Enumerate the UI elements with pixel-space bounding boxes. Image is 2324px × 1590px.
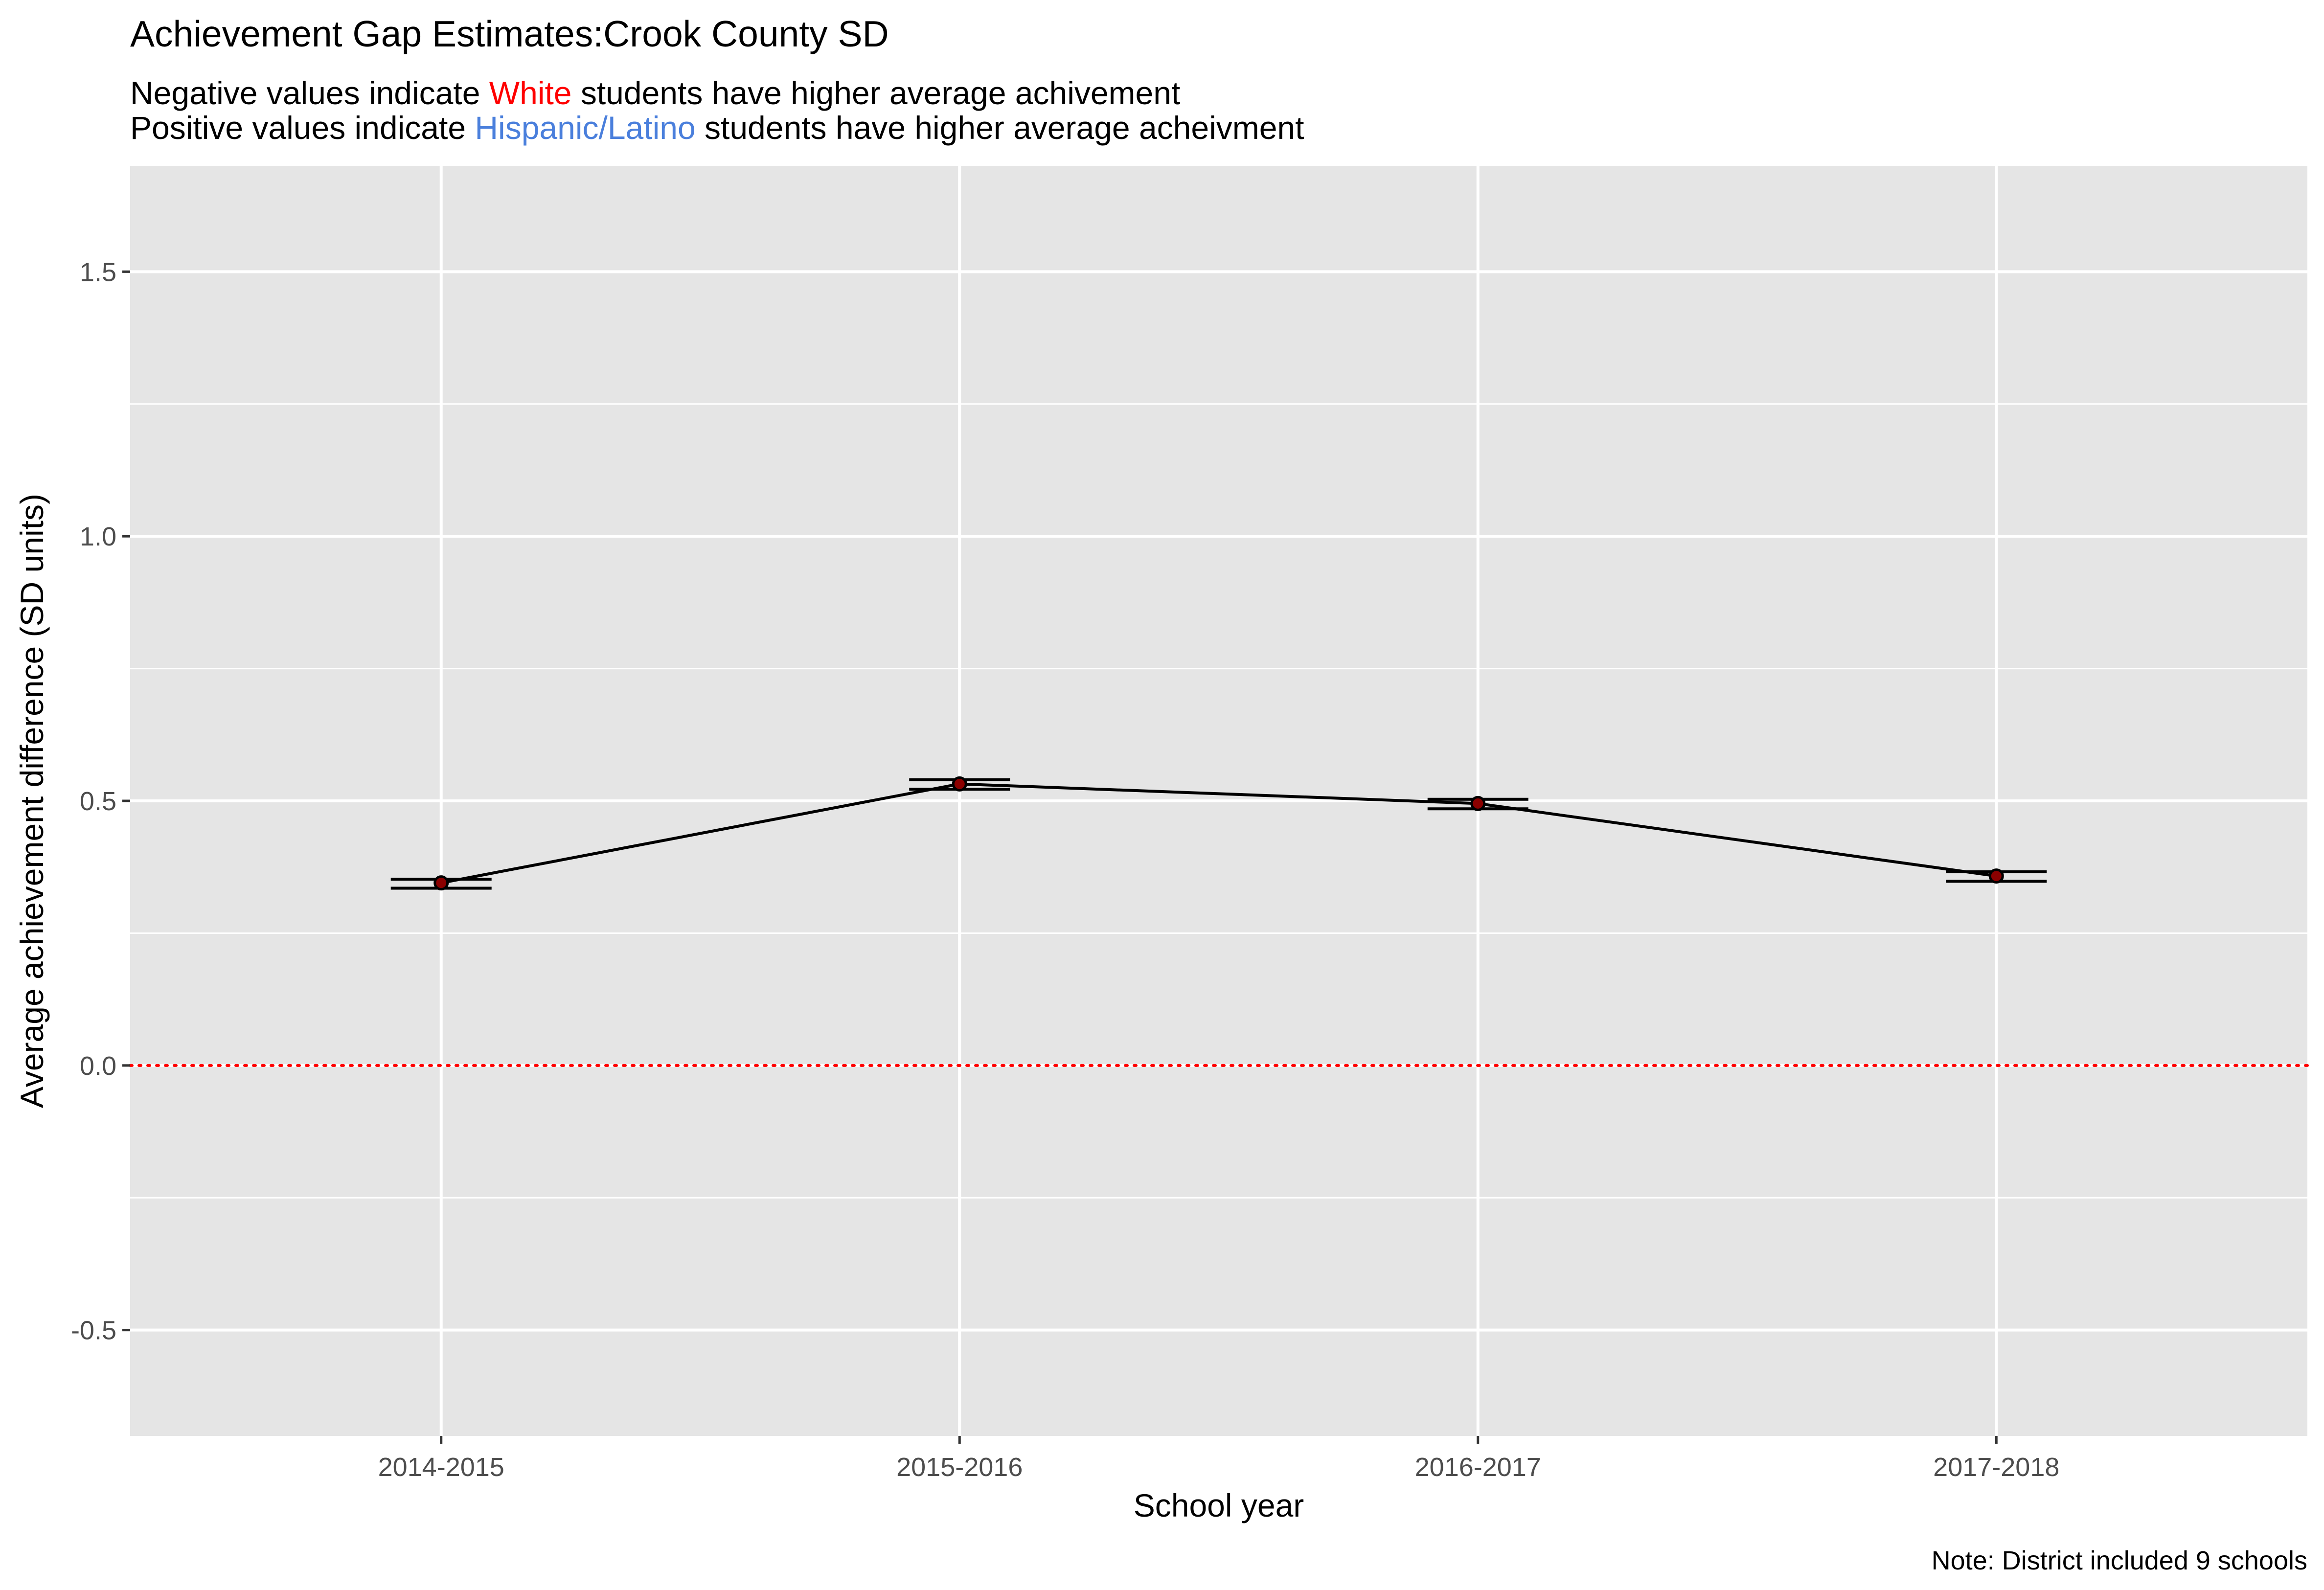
- y-axis-title: Average achievement difference (SD units…: [14, 494, 50, 1108]
- series-line: [441, 782, 1997, 885]
- data-point: [1988, 868, 2004, 884]
- data-point: [1470, 795, 1486, 811]
- subtitle-line-1: Negative values indicate White students …: [130, 75, 1180, 111]
- data-point: [952, 776, 967, 792]
- chart-title: Achievement Gap Estimates:Crook County S…: [130, 13, 889, 54]
- y-tick-label: 0.5: [80, 787, 116, 816]
- subtitle-white-highlight: White: [489, 75, 572, 111]
- minor-gridlines: [130, 403, 2307, 1199]
- x-tick-label: 2017-2018: [1933, 1453, 2059, 1482]
- data-points: [433, 776, 2004, 891]
- x-tick-label: 2016-2017: [1415, 1453, 1541, 1482]
- x-axis: 2014-2015 2015-2016 2016-2017 2017-2018: [378, 1436, 2059, 1482]
- x-tick-label: 2014-2015: [378, 1453, 504, 1482]
- subtitle-line-2: Positive values indicate Hispanic/Latino…: [130, 110, 1304, 146]
- subtitle-line-1-after: students have higher average achivement: [572, 75, 1181, 111]
- subtitle-line-2-before: Positive values indicate: [130, 110, 475, 146]
- y-tick-label: 0.0: [80, 1051, 116, 1081]
- x-tick-label: 2015-2016: [896, 1453, 1023, 1482]
- y-tick-label: 1.0: [80, 522, 116, 551]
- subtitle-line-2-after: students have higher average acheivment: [696, 110, 1304, 146]
- subtitle-line-1-before: Negative values indicate: [130, 75, 489, 111]
- y-axis: -0.5 0.0 0.5 1.0 1.5: [71, 257, 130, 1345]
- y-tick-label: 1.5: [80, 257, 116, 287]
- subtitle-hispanic-highlight: Hispanic/Latino: [475, 110, 695, 146]
- y-tick-label: -0.5: [71, 1316, 116, 1345]
- caption-note: Note: District included 9 schools: [1932, 1546, 2307, 1575]
- x-axis-title: School year: [1134, 1487, 1304, 1523]
- data-point: [433, 875, 449, 891]
